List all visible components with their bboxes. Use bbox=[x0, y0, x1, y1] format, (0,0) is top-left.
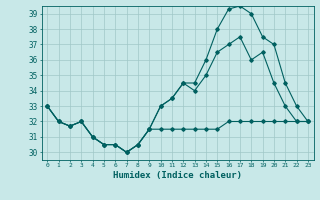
X-axis label: Humidex (Indice chaleur): Humidex (Indice chaleur) bbox=[113, 171, 242, 180]
